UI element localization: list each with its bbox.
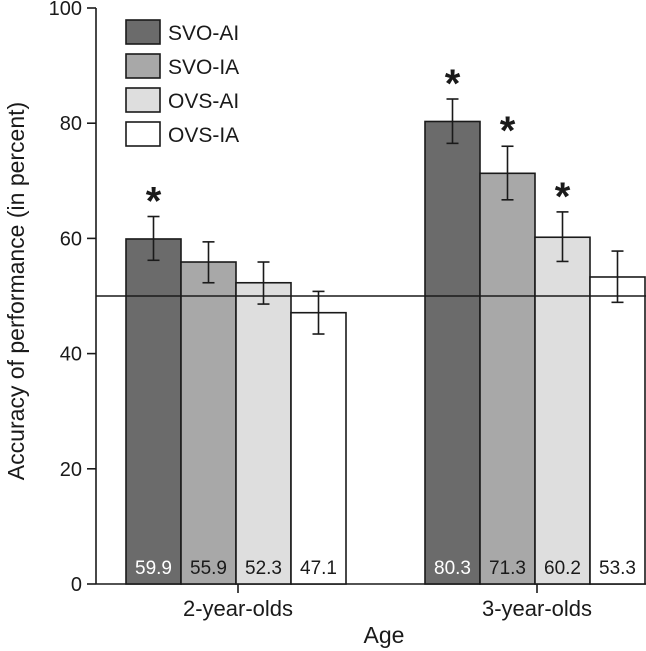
bar-value-label-SVO-AI-2-year-olds: 59.9	[135, 558, 172, 579]
bar-value-label-OVS-AI-3-year-olds: 60.2	[544, 558, 581, 579]
legend: SVO-AI SVO-IA OVS-AI OVS-IA	[125, 19, 239, 147]
legend-swatch-SVO-IA	[125, 53, 161, 79]
legend-label-SVO-AI: SVO-AI	[168, 22, 239, 45]
legend-swatch-SVO-AI	[125, 19, 161, 45]
legend-swatch-OVS-AI	[125, 87, 161, 113]
significance-star-OVS-AI-3-year-olds: *	[555, 175, 571, 219]
bar-OVS-AI-2-year-olds	[235, 281, 292, 585]
x-axis-title: Age	[364, 622, 405, 648]
y-axis-title: Accuracy of performance (in percent)	[3, 102, 29, 480]
y-tick-label-2: 40	[60, 344, 82, 366]
y-tick-label-5: 100	[49, 0, 82, 20]
y-tick-label-1: 20	[60, 459, 82, 481]
bar-value-label-OVS-IA-2-year-olds: 47.1	[300, 558, 337, 579]
bar-SVO-IA-3-year-olds	[479, 172, 536, 585]
bar-value-label-SVO-AI-3-year-olds: 80.3	[434, 558, 471, 579]
bars: 59.9 * 80.3 * 55.9 71.3 * 52.3 60.2 * 47.1 53.3	[96, 62, 646, 585]
bar-value-label-OVS-AI-2-year-olds: 52.3	[245, 558, 282, 579]
legend-label-OVS-AI: OVS-AI	[168, 90, 239, 113]
significance-star-SVO-AI-2-year-olds: *	[146, 180, 162, 224]
bar-OVS-AI-3-year-olds	[534, 236, 591, 585]
x-category-label-0: 2-year-olds	[183, 596, 293, 621]
legend-label-OVS-IA: OVS-IA	[168, 124, 239, 147]
bar-value-label-SVO-IA-3-year-olds: 71.3	[489, 558, 526, 579]
legend-swatch-OVS-IA	[125, 121, 161, 147]
y-tick-label-3: 60	[60, 228, 82, 250]
bar-value-label-OVS-IA-3-year-olds: 53.3	[599, 558, 636, 579]
legend-label-SVO-IA: SVO-IA	[168, 56, 239, 79]
bar-value-label-SVO-IA-2-year-olds: 55.9	[190, 558, 227, 579]
significance-star-SVO-AI-3-year-olds: *	[445, 62, 461, 106]
y-tick-label-4: 80	[60, 113, 82, 135]
bar-OVS-IA-3-year-olds	[589, 276, 646, 585]
significance-star-SVO-IA-3-year-olds: *	[500, 109, 516, 153]
x-category-label-1: 3-year-olds	[482, 596, 592, 621]
bar-SVO-AI-2-year-olds	[125, 238, 182, 585]
bar-OVS-IA-2-year-olds	[290, 311, 347, 585]
bar-SVO-AI-3-year-olds	[424, 120, 481, 585]
y-tick-label-0: 0	[71, 574, 82, 596]
bar-SVO-IA-2-year-olds	[180, 261, 237, 585]
